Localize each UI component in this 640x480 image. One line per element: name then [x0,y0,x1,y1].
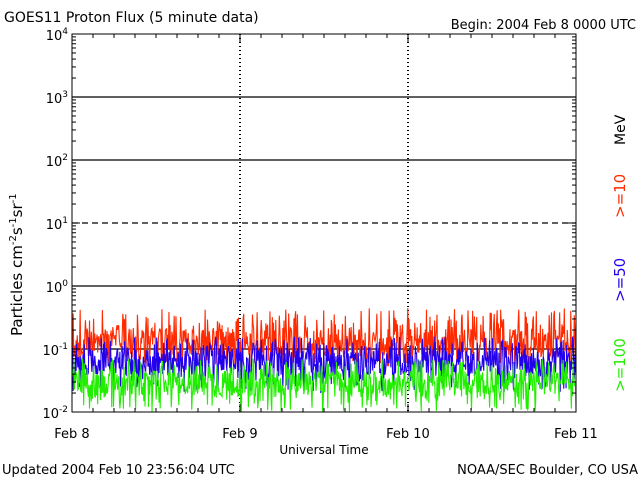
y-tick-label: 102 [46,153,68,170]
y-tick-label: 104 [46,27,69,44]
data-series [71,308,577,413]
y-tick-labels: 10-2 10-1 100 101 102 103 104 [42,27,68,422]
y-tick-label: 103 [46,90,68,107]
y-tick-label: 10-1 [42,342,68,359]
legend-ge50: >=50 [611,258,629,302]
begin-date-label: Begin: 2004 Feb 8 0000 UTC [451,18,636,33]
x-tick-label: Feb 10 [386,427,430,442]
y-tick-label: 100 [46,279,69,296]
axis-ticks [71,34,577,413]
x-axis-label: Universal Time [279,443,368,457]
x-tick-label: Feb 11 [554,427,598,442]
series-100-mev-line [71,358,577,413]
legend-ge100: >=100 [611,338,629,392]
chart-title: GOES11 Proton Flux (5 minute data) [4,10,259,26]
unit-label: MeV [613,114,629,145]
y-axis-label: Particles cm-2s-1sr-1 [8,193,26,336]
x-tick-label: Feb 8 [54,427,89,442]
y-tick-label: 101 [46,216,68,233]
legend-ge10: >=10 [611,174,629,218]
updated-timestamp: Updated 2004 Feb 10 23:56:04 UTC [2,463,235,478]
source-credit: NOAA/SEC Boulder, CO USA [457,463,638,478]
x-tick-label: Feb 9 [222,427,257,442]
y-tick-label: 10-2 [42,405,68,422]
x-tick-labels: Feb 8 Feb 9 Feb 10 Feb 11 [54,427,598,442]
